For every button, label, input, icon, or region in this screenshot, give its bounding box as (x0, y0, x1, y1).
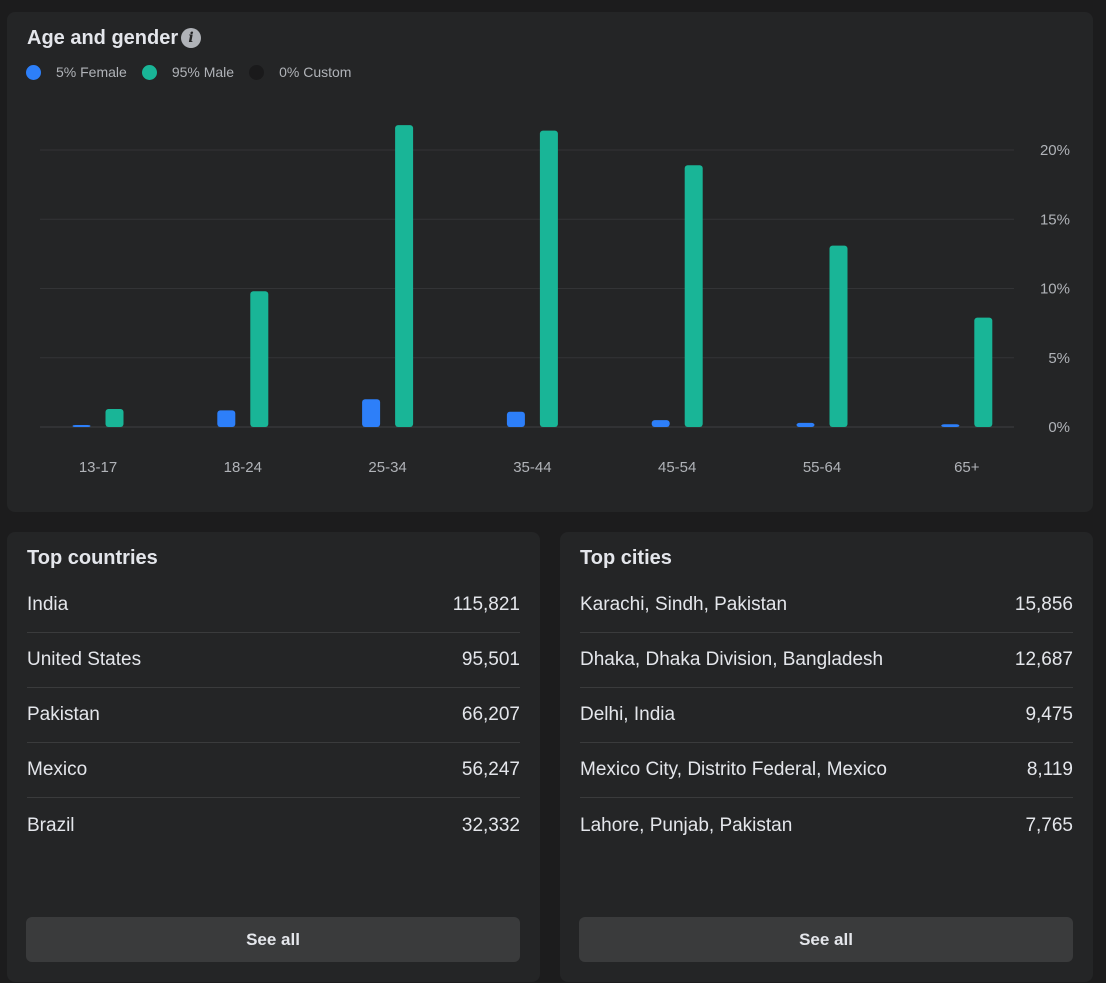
x-tick-label: 13-17 (79, 459, 117, 476)
see-all-cities-button[interactable]: See all (579, 917, 1073, 962)
legend-label-male: 95% Male (171, 64, 235, 80)
country-value: 32,332 (461, 814, 520, 836)
bar-male (974, 317, 993, 427)
y-tick-label: 20% (1040, 142, 1070, 159)
city-value: 7,765 (1025, 814, 1073, 836)
age-gender-title: Age and gender (27, 27, 179, 49)
city-value: 15,856 (1014, 594, 1073, 615)
x-tick-label: 25-34 (368, 459, 406, 476)
bar-female (217, 410, 236, 427)
bar-male (105, 408, 124, 427)
list-item: Pakistan 66,207 (27, 688, 520, 743)
bar-male (684, 165, 703, 428)
city-name: Karachi, Sindh, Pakistan (580, 594, 788, 615)
city-name: Lahore, Punjab, Pakistan (580, 814, 793, 836)
top-countries-list: India 115,821 United States 95,501 Pakis… (27, 578, 520, 853)
top-countries-card: Top countries India 115,821 United State… (7, 532, 540, 982)
chart-legend: 5% Female 95% Male 0% Custom (26, 64, 366, 80)
country-name: United States (27, 649, 142, 670)
bar-male (395, 125, 414, 427)
list-item: Karachi, Sindh, Pakistan 15,856 (580, 578, 1073, 633)
list-item: United States 95,501 (27, 633, 520, 688)
legend-dot-female (26, 64, 41, 80)
bar-female (362, 399, 381, 427)
info-icon[interactable]: i (181, 28, 201, 48)
x-tick-label: 35-44 (513, 459, 551, 476)
age-gender-card: Age and gender i 5% Female 95% Male 0% C… (7, 12, 1093, 512)
legend-item-custom[interactable]: 0% Custom (249, 64, 351, 80)
city-name: Delhi, India (580, 704, 676, 725)
list-item: Brazil 32,332 (27, 798, 520, 853)
y-tick-label: 0% (1048, 419, 1070, 436)
y-tick-label: 15% (1040, 211, 1070, 228)
legend-item-female[interactable]: 5% Female (26, 64, 127, 80)
top-cities-title: Top cities (580, 547, 672, 569)
country-name: Mexico (27, 759, 88, 780)
bar-female (941, 424, 960, 427)
x-tick-label: 45-54 (658, 459, 696, 476)
legend-label-female: 5% Female (56, 64, 127, 80)
see-all-countries-button[interactable]: See all (26, 917, 520, 962)
list-item: Delhi, India 9,475 (580, 688, 1073, 743)
y-tick-label: 10% (1040, 281, 1070, 298)
city-name: Mexico City, Distrito Federal, Mexico (580, 759, 887, 780)
legend-dot-custom (249, 64, 265, 80)
bar-female (796, 422, 815, 427)
top-cities-list: Karachi, Sindh, Pakistan 15,856 Dhaka, D… (580, 578, 1073, 853)
bar-female (72, 425, 91, 427)
x-tick-label: 55-64 (803, 459, 841, 476)
country-value: 66,207 (461, 704, 520, 725)
country-name: Pakistan (27, 704, 100, 725)
bar-female (506, 411, 525, 427)
bar-male (829, 245, 848, 427)
list-item: Mexico City, Distrito Federal, Mexico 8,… (580, 743, 1073, 798)
bar-male (539, 130, 558, 428)
legend-label-custom: 0% Custom (279, 64, 352, 80)
city-value: 12,687 (1014, 649, 1073, 670)
country-value: 95,501 (461, 649, 520, 670)
top-cities-card: Top cities Karachi, Sindh, Pakistan 15,8… (560, 532, 1093, 982)
list-item: Dhaka, Dhaka Division, Bangladesh 12,687 (580, 633, 1073, 688)
bar-male (250, 291, 269, 427)
country-name: India (27, 594, 69, 615)
x-tick-label: 65+ (954, 459, 980, 476)
country-name: Brazil (27, 814, 75, 836)
legend-item-male[interactable]: 95% Male (141, 64, 235, 80)
age-gender-chart: 0% 5% 10% 15% 20% 13-17 18-24 25-34 35-44 45-54 55… (40, 125, 1070, 476)
top-countries-title: Top countries (27, 547, 158, 569)
bar-female (651, 420, 670, 427)
country-value: 115,821 (452, 594, 520, 615)
list-item: India 115,821 (27, 578, 520, 633)
legend-dot-male (141, 64, 157, 80)
country-value: 56,247 (461, 759, 520, 780)
city-name: Dhaka, Dhaka Division, Bangladesh (580, 649, 884, 670)
list-item: Lahore, Punjab, Pakistan 7,765 (580, 798, 1073, 853)
y-tick-label: 5% (1048, 350, 1070, 367)
city-value: 8,119 (1026, 759, 1073, 780)
city-value: 9,475 (1025, 704, 1073, 725)
list-item: Mexico 56,247 (27, 743, 520, 798)
x-tick-label: 18-24 (224, 459, 262, 476)
